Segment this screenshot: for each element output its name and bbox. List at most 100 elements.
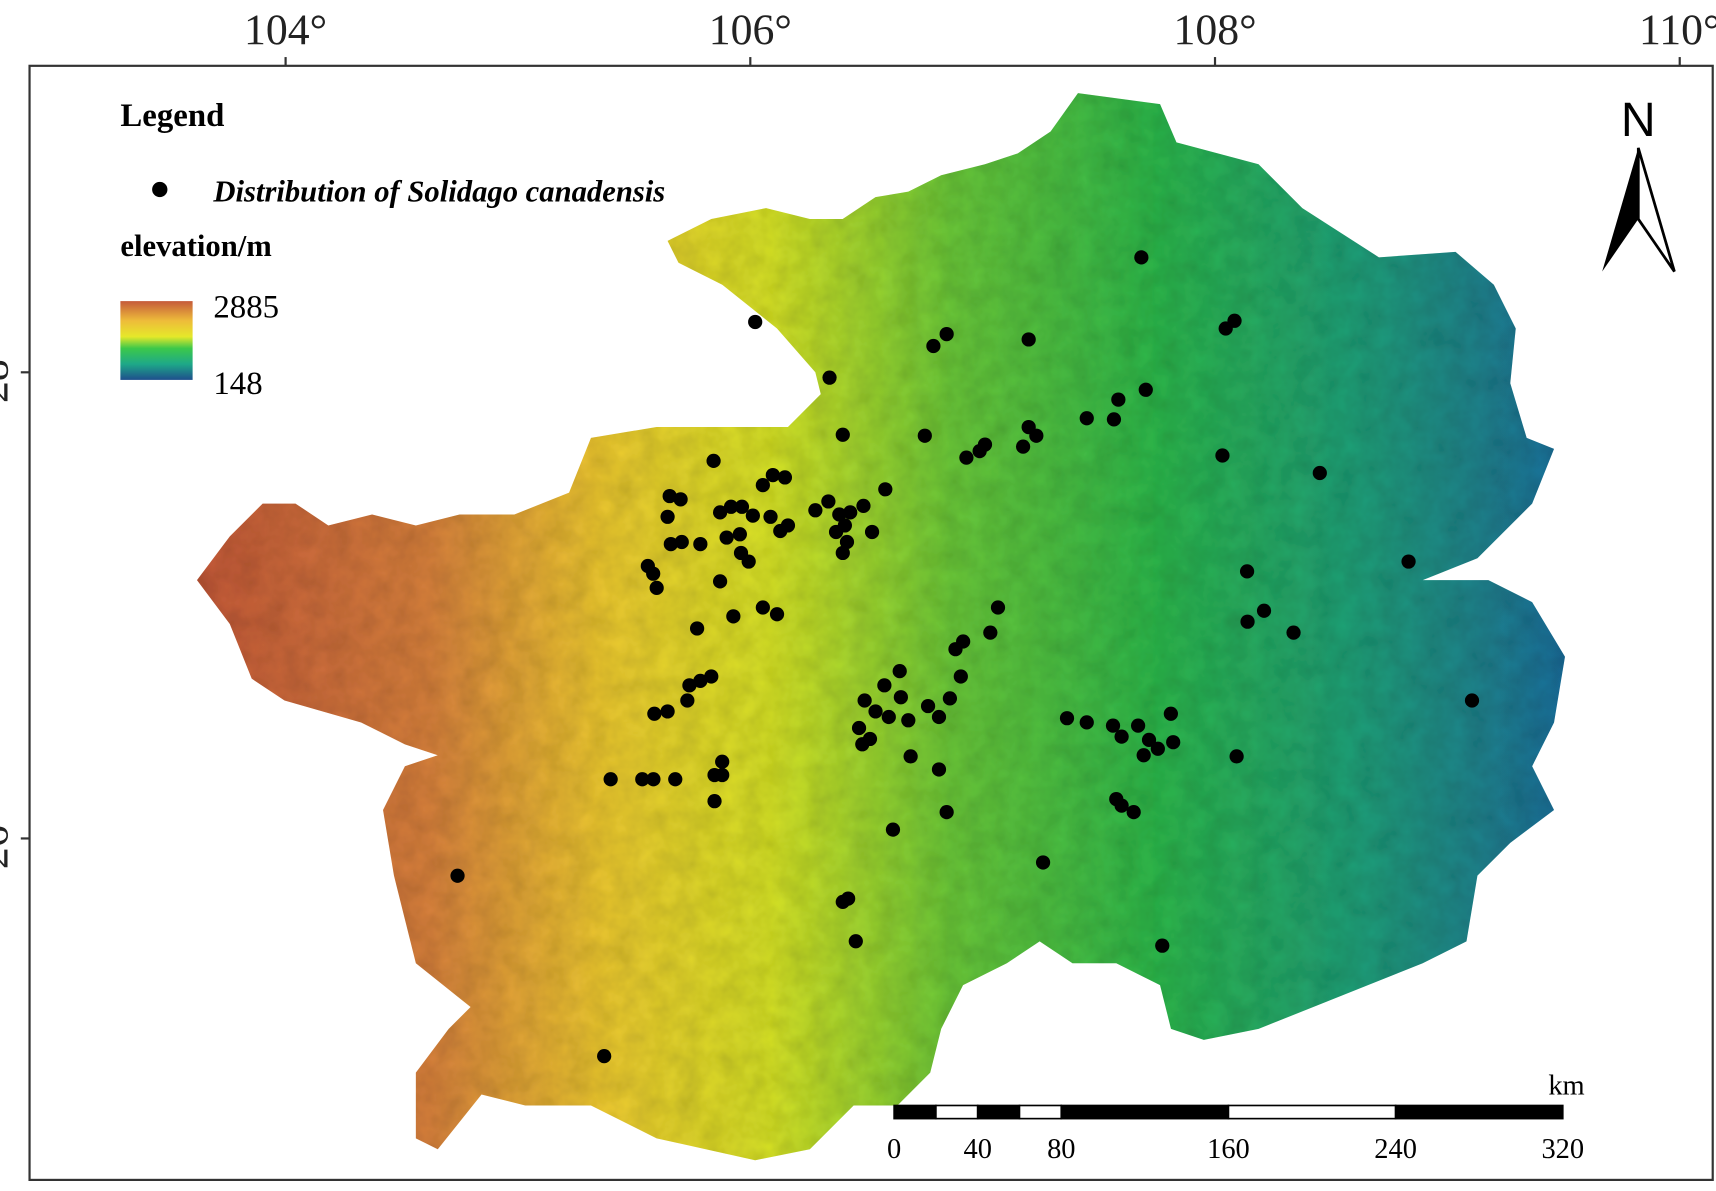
occurrence-point bbox=[1079, 411, 1094, 426]
scale-label: 160 bbox=[1207, 1134, 1250, 1165]
occurrence-point bbox=[707, 794, 722, 809]
y-tick-label: 26° bbox=[0, 808, 18, 869]
occurrence-point bbox=[1130, 718, 1146, 733]
occurrence-point bbox=[835, 427, 850, 442]
occurrence-point bbox=[647, 706, 662, 721]
occurrence-point bbox=[1240, 614, 1255, 629]
legend-marker bbox=[152, 181, 168, 198]
occurrence-point bbox=[712, 505, 728, 520]
province-terrain bbox=[196, 93, 1565, 1161]
occurrence-point bbox=[942, 691, 958, 706]
occurrence-point bbox=[920, 698, 936, 714]
elevation-max: 2885 bbox=[213, 290, 279, 326]
occurrence-point bbox=[1114, 798, 1129, 813]
occurrence-point bbox=[769, 607, 785, 622]
occurrence-point bbox=[1229, 749, 1244, 764]
occurrence-point bbox=[1105, 718, 1121, 733]
occurrence-point bbox=[1136, 748, 1151, 763]
occurrence-point bbox=[748, 314, 763, 330]
occurrence-point bbox=[1227, 313, 1242, 328]
occurrence-point bbox=[892, 663, 907, 679]
scale-segment bbox=[1394, 1104, 1564, 1120]
occurrence-point bbox=[857, 693, 872, 708]
occurrence-point bbox=[877, 678, 892, 693]
occurrence-point bbox=[821, 494, 836, 509]
occurrence-point bbox=[680, 693, 695, 708]
occurrence-point bbox=[649, 580, 664, 596]
occurrence-point bbox=[926, 338, 941, 354]
occurrence-point bbox=[808, 503, 823, 518]
elevation-title: elevation/m bbox=[120, 229, 271, 263]
occurrence-point bbox=[673, 492, 688, 507]
occurrence-point bbox=[885, 822, 901, 837]
occurrence-point bbox=[1029, 428, 1044, 443]
north-arrow-right bbox=[1636, 147, 1676, 273]
scale-segment bbox=[1227, 1104, 1397, 1120]
occurrence-point bbox=[450, 868, 465, 883]
occurrence-point bbox=[693, 536, 708, 552]
occurrence-point bbox=[715, 754, 730, 769]
occurrence-point bbox=[704, 669, 719, 684]
scale-label: 80 bbox=[1047, 1134, 1075, 1165]
scale-label: 0 bbox=[887, 1134, 901, 1165]
occurrence-point bbox=[953, 669, 968, 684]
occurrence-point bbox=[1134, 250, 1149, 265]
occurrence-point bbox=[1166, 735, 1181, 750]
occurrence-point bbox=[939, 326, 954, 342]
elevation-min: 148 bbox=[213, 366, 262, 402]
scale-segment bbox=[1060, 1104, 1230, 1120]
occurrence-point bbox=[682, 678, 697, 693]
occurrence-point bbox=[1059, 711, 1075, 726]
scale-label: 320 bbox=[1541, 1134, 1584, 1165]
north-label: N bbox=[1621, 93, 1656, 147]
scale-segment bbox=[976, 1104, 1021, 1120]
x-tick-label: 110° bbox=[1639, 6, 1716, 54]
occurrence-point bbox=[755, 600, 770, 615]
occurrence-point bbox=[856, 498, 871, 513]
scale-segment bbox=[893, 1104, 937, 1120]
occurrence-point bbox=[917, 428, 932, 443]
occurrence-point bbox=[777, 470, 793, 485]
occurrence-point bbox=[693, 673, 708, 689]
occurrence-point bbox=[972, 443, 987, 459]
occurrence-point bbox=[1111, 392, 1126, 407]
legend-marker-label: Distribution of Solidago canadensis bbox=[212, 175, 665, 209]
occurrence-point bbox=[901, 713, 916, 728]
occurrence-point bbox=[1163, 706, 1178, 721]
occurrence-point bbox=[939, 805, 954, 820]
y-tick-label: 28° bbox=[0, 342, 18, 403]
occurrence-point bbox=[893, 690, 908, 705]
occurrence-point bbox=[719, 530, 734, 545]
occurrence-point bbox=[990, 600, 1006, 615]
occurrence-point bbox=[839, 534, 855, 550]
occurrence-point bbox=[1464, 693, 1480, 708]
occurrence-point bbox=[855, 737, 870, 752]
occurrence-point bbox=[741, 554, 756, 569]
occurrence-point bbox=[646, 772, 661, 787]
occurrence-point bbox=[765, 467, 780, 483]
occurrence-point bbox=[1312, 465, 1327, 481]
scale-bar: 0 40 80 160 240 320 km bbox=[887, 1071, 1585, 1165]
occurrence-point bbox=[726, 609, 741, 624]
scale-segment bbox=[1018, 1104, 1063, 1120]
occurrence-point bbox=[948, 642, 963, 657]
occurrence-point bbox=[715, 767, 730, 783]
occurrence-point bbox=[755, 478, 770, 493]
occurrence-point bbox=[1141, 732, 1157, 747]
occurrence-point bbox=[931, 762, 947, 777]
occurrence-point bbox=[1079, 715, 1094, 730]
occurrence-point bbox=[1286, 625, 1301, 640]
scale-label: 40 bbox=[963, 1134, 991, 1165]
occurrence-point bbox=[1035, 855, 1051, 870]
occurrence-point bbox=[983, 625, 998, 640]
x-tick-label: 106° bbox=[709, 6, 792, 54]
occurrence-point bbox=[931, 709, 947, 725]
x-tick-label: 104° bbox=[244, 6, 327, 54]
occurrence-point bbox=[959, 450, 974, 465]
occurrence-point bbox=[646, 566, 661, 581]
occurrence-point bbox=[848, 934, 863, 949]
occurrence-point bbox=[1401, 554, 1416, 569]
occurrence-point bbox=[706, 453, 721, 468]
occurrence-point bbox=[773, 523, 788, 539]
